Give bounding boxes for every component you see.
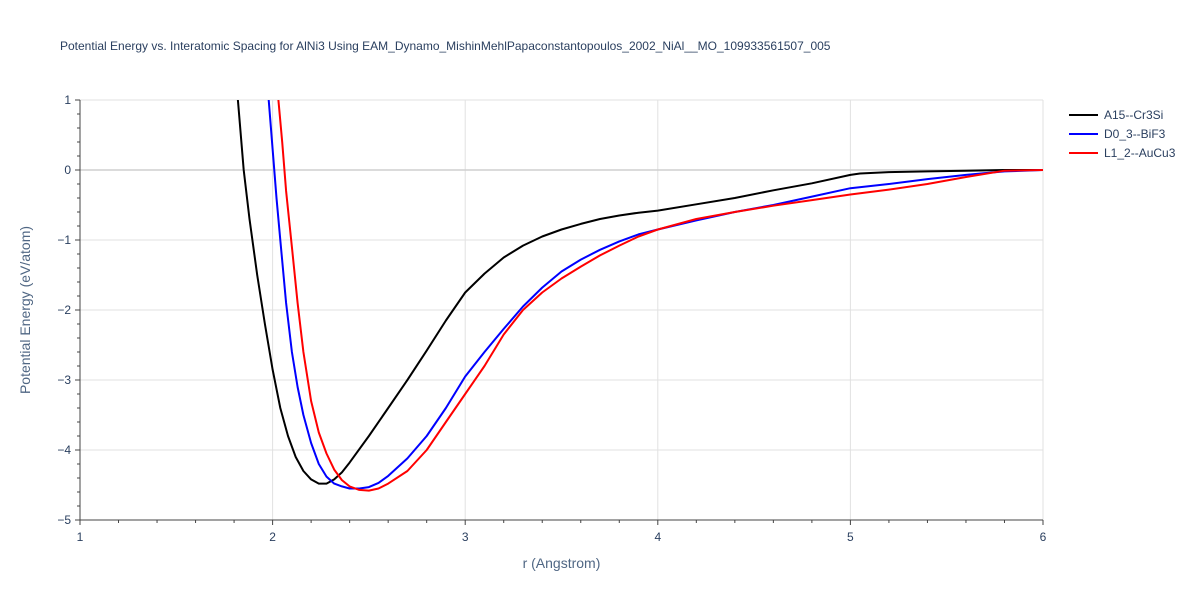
y-tick-label: 0 <box>64 163 71 177</box>
grid-layer <box>80 99 1044 520</box>
x-tick-label: 6 <box>1040 530 1047 544</box>
series-line-3[interactable] <box>277 100 1043 492</box>
y-tick-label: −1 <box>57 233 71 247</box>
x-axis-title: r (Angstrom) <box>523 555 601 571</box>
x-tick-label: 1 <box>77 530 84 544</box>
x-tick-label: 2 <box>269 530 276 544</box>
y-tick-label: −3 <box>57 373 71 387</box>
y-tick-label: 1 <box>64 93 71 107</box>
x-tick-label: 5 <box>847 530 854 544</box>
y-tick-label: −5 <box>57 513 71 527</box>
series-line-2[interactable] <box>267 100 1043 490</box>
y-axis-title: Potential Energy (eV/atom) <box>17 226 33 394</box>
series-layer <box>236 100 1043 492</box>
legend-label[interactable]: D0_3--BiF3 <box>1104 127 1166 141</box>
series-clip-group <box>236 100 1043 492</box>
x-tick-label: 4 <box>654 530 661 544</box>
series-line-1[interactable] <box>236 100 1043 485</box>
legend: A15--Cr3Si D0_3--BiF3 L1_2--AuCu3 <box>1069 108 1176 160</box>
legend-label[interactable]: L1_2--AuCu3 <box>1104 146 1176 160</box>
legend-label[interactable]: A15--Cr3Si <box>1104 108 1163 122</box>
x-tick-label: 3 <box>462 530 469 544</box>
y-tick-label: −2 <box>57 303 71 317</box>
chart-title: Potential Energy vs. Interatomic Spacing… <box>60 39 831 53</box>
y-tick-label: −4 <box>57 443 71 457</box>
axes-layer: 1 2 3 4 5 6 1 0 −1 −2 −3 −4 −5 <box>57 93 1046 544</box>
